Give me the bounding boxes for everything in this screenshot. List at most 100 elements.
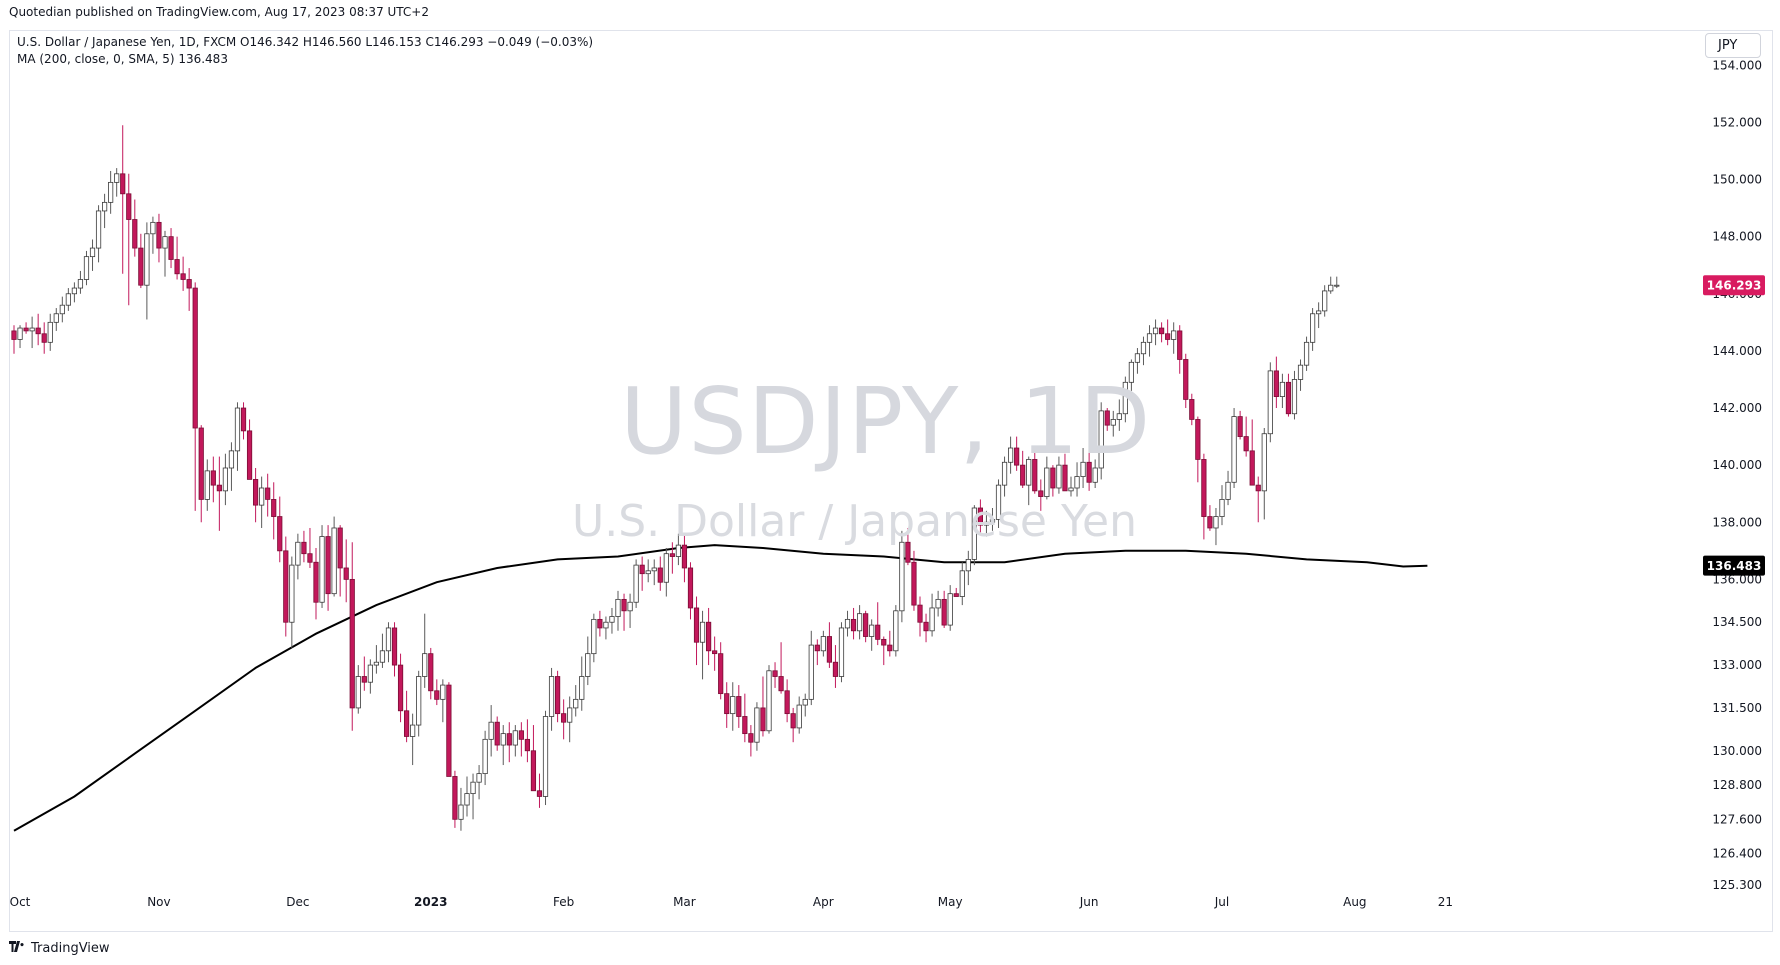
candle-body[interactable] <box>657 567 663 583</box>
candle-body[interactable] <box>959 570 965 597</box>
candle-body[interactable] <box>1014 447 1020 466</box>
candle-body[interactable] <box>784 690 790 715</box>
candle-body[interactable] <box>1243 436 1249 452</box>
candle-body[interactable] <box>114 173 120 183</box>
candle-body[interactable] <box>53 313 59 323</box>
candle-body[interactable] <box>1171 330 1177 340</box>
candle-body[interactable] <box>228 450 235 469</box>
candle-body[interactable] <box>1122 381 1128 415</box>
candle-body[interactable] <box>198 427 204 500</box>
candle-body[interactable] <box>1020 464 1026 486</box>
candle-body[interactable] <box>1159 327 1165 335</box>
candle-body[interactable] <box>1201 459 1207 517</box>
candle-body[interactable] <box>1249 450 1255 486</box>
candle-body[interactable] <box>633 564 639 603</box>
candle-body[interactable] <box>1219 499 1225 517</box>
candle-body[interactable] <box>204 470 210 500</box>
candle-body[interactable] <box>1207 516 1213 529</box>
candle-body[interactable] <box>283 550 289 623</box>
candle-body[interactable] <box>440 684 446 700</box>
candle-body[interactable] <box>11 330 17 340</box>
candle-body[interactable] <box>1128 361 1134 383</box>
candle-body[interactable] <box>301 541 307 555</box>
candle-body[interactable] <box>699 621 706 643</box>
candle-body[interactable] <box>1140 341 1147 355</box>
candle-body[interactable] <box>1255 484 1261 492</box>
candle-body[interactable] <box>530 750 537 792</box>
candle-body[interactable] <box>452 776 458 820</box>
candle-body[interactable] <box>174 259 180 275</box>
candle-body[interactable] <box>265 487 271 500</box>
candle-body[interactable] <box>687 567 694 609</box>
candle-body[interactable] <box>108 181 114 203</box>
candle-body[interactable] <box>844 618 851 629</box>
ma-legend[interactable]: MA (200, close, 0, SMA, 5) 136.483 <box>17 52 228 66</box>
candle-body[interactable] <box>325 536 331 595</box>
candle-body[interactable] <box>989 519 996 523</box>
candle-body[interactable] <box>1068 487 1074 492</box>
candle-body[interactable] <box>428 653 434 692</box>
candle-body[interactable] <box>1183 359 1189 400</box>
candle-body[interactable] <box>802 698 808 706</box>
candle-body[interactable] <box>271 499 277 517</box>
candle-body[interactable] <box>168 236 174 260</box>
candle-body[interactable] <box>1152 327 1159 335</box>
candle-body[interactable] <box>1080 461 1086 477</box>
candle-body[interactable] <box>1074 476 1080 489</box>
candle-body[interactable] <box>1165 333 1171 340</box>
candle-body[interactable] <box>585 653 591 677</box>
candle-body[interactable] <box>397 664 404 712</box>
candle-body[interactable] <box>259 487 265 506</box>
candle-body[interactable] <box>760 707 766 732</box>
candle-body[interactable] <box>724 693 730 715</box>
candle-body[interactable] <box>458 804 464 820</box>
candle-body[interactable] <box>126 193 132 220</box>
candle-body[interactable] <box>814 644 820 652</box>
candle-body[interactable] <box>941 598 947 626</box>
candle-body[interactable] <box>1322 290 1328 312</box>
candle-body[interactable] <box>1225 481 1231 500</box>
candle-body[interactable] <box>524 738 531 752</box>
candle-body[interactable] <box>138 247 144 286</box>
candle-body[interactable] <box>863 613 869 637</box>
currency-label[interactable]: JPY <box>1705 33 1761 58</box>
candle-body[interactable] <box>403 710 410 737</box>
candle-body[interactable] <box>869 624 875 637</box>
candle-body[interactable] <box>1237 416 1243 437</box>
candle-body[interactable] <box>47 321 53 343</box>
candle-body[interactable] <box>669 553 675 557</box>
candle-body[interactable] <box>929 607 935 632</box>
candle-body[interactable] <box>1285 381 1292 415</box>
candle-body[interactable] <box>579 676 585 700</box>
candle-body[interactable] <box>832 661 839 677</box>
candle-body[interactable] <box>615 598 621 617</box>
candle-body[interactable] <box>1110 419 1116 426</box>
candle-body[interactable] <box>947 593 953 626</box>
candle-body[interactable] <box>59 304 65 315</box>
candle-body[interactable] <box>192 287 198 429</box>
candle-body[interactable] <box>41 333 47 343</box>
candle-body[interactable] <box>186 279 192 289</box>
candle-body[interactable] <box>95 210 102 249</box>
candle-body[interactable] <box>977 507 984 526</box>
ma-200-line[interactable] <box>13 544 1428 832</box>
candle-body[interactable] <box>675 544 682 557</box>
candle-body[interactable] <box>850 618 857 632</box>
candle-body[interactable] <box>730 696 736 715</box>
candle-body[interactable] <box>826 636 833 663</box>
candle-body[interactable] <box>621 598 627 612</box>
candle-body[interactable] <box>1001 461 1008 486</box>
candle-body[interactable] <box>476 773 482 783</box>
candle-body[interactable] <box>597 618 603 629</box>
candle-body[interactable] <box>150 221 156 235</box>
candle-body[interactable] <box>1261 433 1267 492</box>
candle-body[interactable] <box>736 696 742 717</box>
candle-body[interactable] <box>361 676 367 683</box>
candle-body[interactable] <box>373 661 380 666</box>
candle-body[interactable] <box>536 790 543 797</box>
candle-body[interactable] <box>567 707 573 723</box>
candle-body[interactable] <box>385 627 392 652</box>
candle-body[interactable] <box>1328 284 1334 292</box>
candle-body[interactable] <box>180 273 186 280</box>
candle-body[interactable] <box>766 670 772 732</box>
